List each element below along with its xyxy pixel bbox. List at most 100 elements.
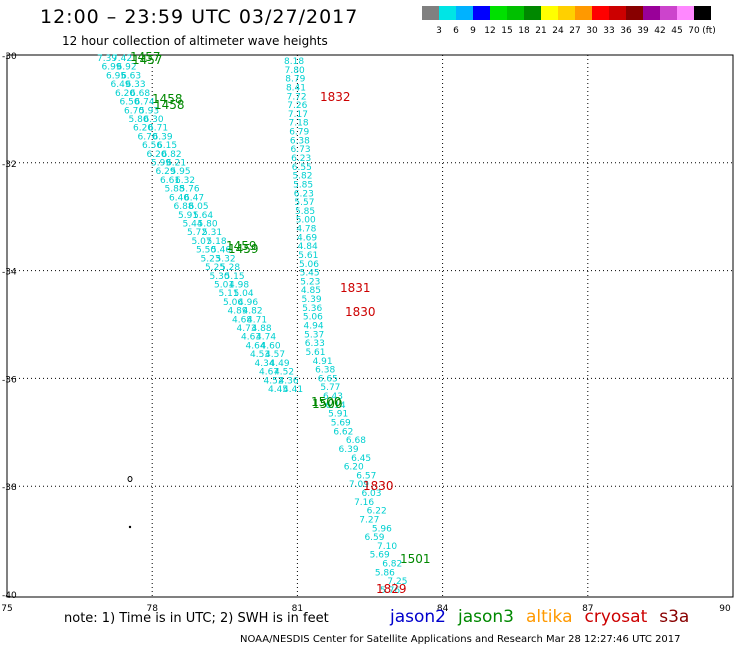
wave-height-value: 6.45	[351, 454, 371, 464]
wave-height-value: 5.95	[171, 167, 191, 177]
island-marker	[127, 476, 133, 482]
wave-height-value: 5.69	[370, 551, 390, 561]
wave-height-value: 7.27	[359, 515, 379, 525]
wave-height-value: 7.80	[285, 66, 305, 76]
color-scale-label: 24	[552, 26, 564, 36]
wave-height-value: 6.20	[133, 124, 153, 134]
wave-height-value: 4.60	[261, 341, 281, 351]
wave-height-value: 4.98	[229, 280, 249, 290]
color-swatch	[473, 6, 490, 20]
wave-height-value: 6.55	[292, 163, 312, 173]
wave-height-value: 7.18	[289, 119, 309, 129]
wave-height-value: 7.09	[349, 480, 369, 490]
wave-height-value: 6.59	[364, 533, 384, 543]
pass-time-label: 1829	[376, 582, 407, 596]
wave-height-value: 5.69	[331, 418, 351, 428]
longitude-tick-label: 75	[1, 604, 12, 614]
wave-height-value: 4.94	[304, 322, 324, 332]
wave-height-value: 5.23	[300, 277, 320, 287]
wave-height-value: 6.43	[323, 392, 343, 402]
color-scale-label: 18	[518, 26, 530, 36]
wave-height-value: 6.70	[138, 132, 158, 142]
wave-height-value: 4.36	[279, 376, 299, 386]
wave-height-value: 5.80	[198, 220, 218, 230]
wave-height-value: 6.88	[174, 202, 194, 212]
legend-item-jason2: jason2	[390, 607, 446, 627]
color-swatch	[507, 6, 524, 20]
wave-height-value: 4.41	[283, 385, 303, 395]
wave-height-value: 6.68	[130, 89, 150, 99]
color-scale-label: 39	[637, 26, 649, 36]
wave-height-value: 5.18	[207, 237, 227, 247]
wave-height-value: 6.33	[305, 339, 325, 349]
wave-height-value: 4.45	[268, 385, 288, 395]
wave-height-value: 5.07	[192, 237, 212, 247]
latitude-tick-label: -38	[2, 483, 17, 493]
wave-height-value: 7.39	[97, 54, 117, 64]
wave-height-value: 5.76	[380, 586, 400, 596]
wave-height-value: 6.20	[115, 89, 135, 99]
wave-height-value: 6.21	[166, 159, 186, 169]
pass-time-label: 1830	[363, 479, 394, 493]
pass-time-label: 1831	[340, 281, 371, 295]
wave-height-value: 6.05	[189, 202, 209, 212]
longitude-tick-label: 90	[719, 604, 731, 614]
color-scale-label: 36	[620, 26, 632, 36]
wave-height-value: 6.73	[291, 145, 311, 155]
latitude-tick-label: -40	[2, 591, 17, 601]
color-swatch	[541, 6, 558, 20]
wave-height-value: 8.41	[286, 83, 306, 93]
legend-item-s3a: s3a	[659, 607, 690, 627]
latitude-tick-label: -30	[2, 52, 17, 62]
wave-height-value: 4.63	[241, 333, 261, 343]
pass-time-label: 1832	[320, 90, 351, 104]
color-scale-unit: (ft)	[702, 26, 716, 36]
wave-height-value: 7.42	[112, 54, 132, 64]
wave-height-value: 4.57	[265, 350, 285, 360]
wave-height-value: 5.11	[219, 289, 239, 299]
wave-height-value: 4.52	[264, 376, 284, 386]
color-scale-label: 6	[453, 26, 459, 36]
color-swatch	[677, 6, 694, 20]
color-scale-label: 9	[470, 26, 476, 36]
color-swatch	[592, 6, 609, 20]
wave-height-value: 7.25	[387, 577, 407, 587]
wave-height-value: 6.20	[344, 463, 364, 473]
wave-height-value: 6.39	[153, 132, 173, 142]
wave-height-value: 6.23	[294, 189, 314, 199]
color-scale-label: 21	[535, 26, 547, 36]
wave-height-value: 5.36	[302, 304, 322, 314]
axis-tick-labels: 75 78 81 84 87 90 -30 -32 -34 -36 -38 -40	[1, 52, 731, 614]
island-marker	[128, 525, 132, 529]
wave-height-value: 5.23	[201, 254, 221, 264]
wave-height-value: 5.28	[220, 263, 240, 273]
color-scale-label: 70	[688, 26, 700, 36]
wave-height-value: 6.22	[367, 507, 387, 517]
wave-height-value: 6.40	[169, 193, 189, 203]
wave-height-value: 6.20	[147, 150, 167, 160]
wave-height-value: 6.23	[291, 154, 311, 164]
credit-line: NOAA/NESDIS Center for Satellite Applica…	[240, 634, 681, 645]
wave-height-value: 6.82	[162, 150, 182, 160]
wave-height-value: 5.80	[129, 115, 149, 125]
color-swatch	[660, 6, 677, 20]
color-scale-label: 15	[501, 26, 513, 36]
wave-height-value: 6.57	[356, 471, 376, 481]
wave-height-value: 5.06	[223, 298, 243, 308]
pass-time-label: 1500	[312, 397, 343, 411]
wave-height-value: 4.52	[274, 368, 294, 378]
wave-height-value: 5.76	[180, 185, 200, 195]
wave-height-value: 6.63	[121, 71, 141, 81]
pass-time-label: 1830	[345, 305, 376, 319]
wave-height-value: 5.01	[214, 280, 234, 290]
track-b-values: 8.187.808.798.417.727.267.177.186.796.38…	[284, 57, 407, 596]
map-frame	[6, 54, 734, 598]
legend-item-jason3: jason3	[458, 607, 514, 627]
color-swatch	[694, 6, 711, 20]
pass-time-label: 1458	[154, 98, 185, 112]
wave-height-value: 4.88	[252, 324, 272, 334]
wave-height-value: 5.44	[183, 220, 203, 230]
wave-height-value: 5.04	[234, 289, 254, 299]
wave-height-value: 5.45	[300, 269, 320, 279]
